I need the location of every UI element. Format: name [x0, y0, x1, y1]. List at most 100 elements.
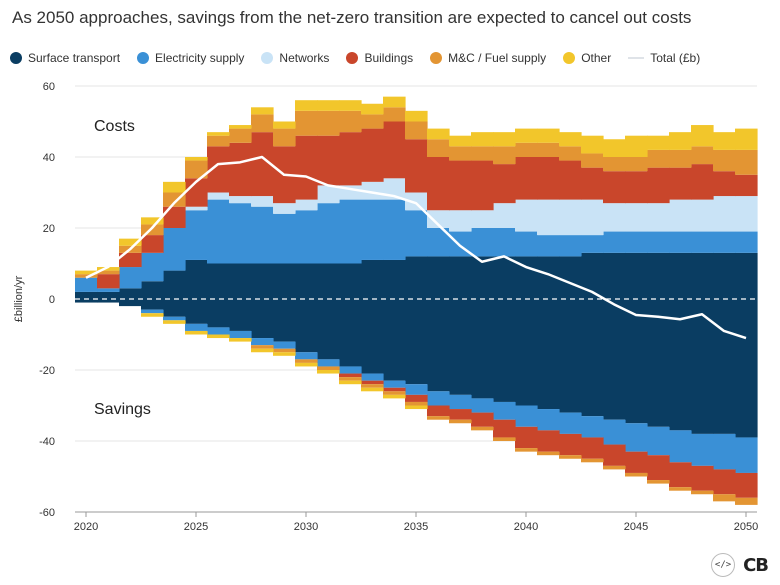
cost-segment-m-c-fuel-supply — [317, 110, 340, 136]
cost-segment-electricity-supply — [273, 213, 296, 264]
cost-segment-m-c-fuel-supply — [449, 146, 472, 161]
cost-segment-other — [339, 100, 362, 111]
cost-segment-other — [515, 128, 538, 143]
cost-segment-surface-transport — [97, 291, 120, 299]
cost-segment-other — [691, 125, 714, 147]
cost-segment-networks — [691, 199, 714, 232]
cost-segment-m-c-fuel-supply — [185, 160, 208, 179]
saving-segment-m-c-fuel-supply — [581, 458, 604, 463]
saving-segment-electricity-supply — [295, 352, 318, 360]
cost-segment-other — [75, 270, 98, 275]
saving-segment-electricity-supply — [713, 433, 736, 470]
code-embed-icon[interactable]: </> — [711, 553, 736, 577]
saving-segment-m-c-fuel-supply — [339, 377, 362, 381]
cost-segment-networks — [405, 192, 428, 211]
saving-segment-buildings — [515, 426, 538, 449]
saving-segment-electricity-supply — [625, 423, 648, 452]
saving-segment-surface-transport — [647, 299, 670, 427]
cost-segment-buildings — [317, 135, 340, 186]
cost-segment-other — [647, 135, 670, 150]
cost-segment-surface-transport — [625, 252, 648, 299]
cost-segment-buildings — [251, 132, 274, 197]
cost-segment-other — [603, 139, 626, 157]
saving-segment-electricity-supply — [185, 323, 208, 331]
saving-segment-other — [383, 394, 406, 399]
cost-segment-buildings — [339, 132, 362, 186]
cost-segment-m-c-fuel-supply — [273, 128, 296, 147]
cost-segment-other — [405, 110, 428, 122]
cost-segment-buildings — [515, 157, 538, 200]
cost-segment-buildings — [669, 167, 692, 200]
saving-segment-m-c-fuel-supply — [295, 359, 318, 363]
saving-segment-surface-transport — [273, 299, 296, 342]
cost-segment-other — [317, 100, 340, 111]
cost-segment-networks — [493, 203, 516, 228]
cost-segment-buildings — [537, 157, 560, 200]
cost-segment-buildings — [427, 157, 450, 211]
saving-segment-surface-transport — [537, 299, 560, 410]
saving-segment-surface-transport — [471, 299, 494, 399]
saving-segment-electricity-supply — [603, 419, 626, 445]
cost-segment-networks — [515, 199, 538, 232]
saving-segment-m-c-fuel-supply — [647, 480, 670, 484]
saving-segment-other — [339, 380, 362, 385]
saving-segment-electricity-supply — [493, 401, 516, 420]
chart-areas — [75, 96, 758, 505]
carbon-brief-logo: CB — [743, 554, 769, 576]
legend-item-surface-transport: Surface transport — [10, 51, 120, 65]
cost-segment-surface-transport — [339, 263, 362, 299]
cost-segment-electricity-supply — [119, 267, 142, 289]
cost-segment-buildings — [603, 171, 626, 204]
legend-item-electricity-supply: Electricity supply — [137, 51, 244, 65]
saving-segment-electricity-supply — [515, 405, 538, 427]
saving-segment-buildings — [339, 373, 362, 378]
saving-segment-surface-transport — [339, 299, 362, 367]
cost-segment-surface-transport — [581, 252, 604, 299]
saving-segment-electricity-supply — [317, 359, 340, 367]
saving-segment-other — [317, 370, 340, 374]
cost-segment-m-c-fuel-supply — [251, 114, 274, 133]
cost-segment-surface-transport — [647, 252, 670, 299]
cost-segment-surface-transport — [735, 252, 758, 299]
cost-segment-surface-transport — [119, 288, 142, 299]
saving-segment-m-c-fuel-supply — [471, 426, 494, 431]
saving-segment-surface-transport — [317, 299, 340, 360]
cost-segment-networks — [207, 192, 230, 200]
cost-segment-networks — [669, 199, 692, 232]
chart-title: As 2050 approaches, savings from the net… — [12, 8, 692, 27]
cost-segment-electricity-supply — [471, 228, 494, 257]
cost-segment-surface-transport — [295, 263, 318, 299]
cost-segment-electricity-supply — [537, 235, 560, 257]
saving-segment-other — [295, 362, 318, 367]
cost-segment-m-c-fuel-supply — [669, 149, 692, 168]
saving-segment-surface-transport — [119, 299, 142, 307]
saving-segment-surface-transport — [251, 299, 274, 339]
cost-segment-other — [559, 132, 582, 147]
saving-segment-surface-transport — [207, 299, 230, 328]
cost-segment-electricity-supply — [603, 231, 626, 253]
cost-segment-surface-transport — [449, 256, 472, 299]
cost-segment-electricity-supply — [295, 210, 318, 264]
saving-segment-surface-transport — [229, 299, 252, 331]
legend-item-networks: Networks — [261, 51, 329, 65]
cost-segment-buildings — [97, 274, 120, 289]
cost-segment-buildings — [625, 171, 648, 204]
saving-segment-surface-transport — [713, 299, 736, 434]
saving-segment-electricity-supply — [581, 416, 604, 438]
y-tick-label: -60 — [39, 507, 55, 519]
saving-segment-buildings — [471, 412, 494, 427]
cost-segment-buildings — [361, 128, 384, 182]
cost-segment-surface-transport — [163, 270, 186, 299]
cost-segment-other — [273, 121, 296, 129]
cost-segment-buildings — [449, 160, 472, 211]
cost-segment-surface-transport — [185, 259, 208, 299]
cost-segment-buildings — [141, 235, 164, 253]
cost-segment-surface-transport — [669, 252, 692, 299]
legend-item-mc-fuel-supply: M&C / Fuel supply — [430, 51, 546, 65]
cost-segment-networks — [559, 199, 582, 236]
cost-segment-other — [97, 267, 120, 271]
saving-segment-buildings — [669, 462, 692, 488]
saving-segment-buildings — [625, 451, 648, 473]
cost-segment-networks — [449, 210, 472, 232]
saving-segment-electricity-supply — [405, 384, 428, 395]
